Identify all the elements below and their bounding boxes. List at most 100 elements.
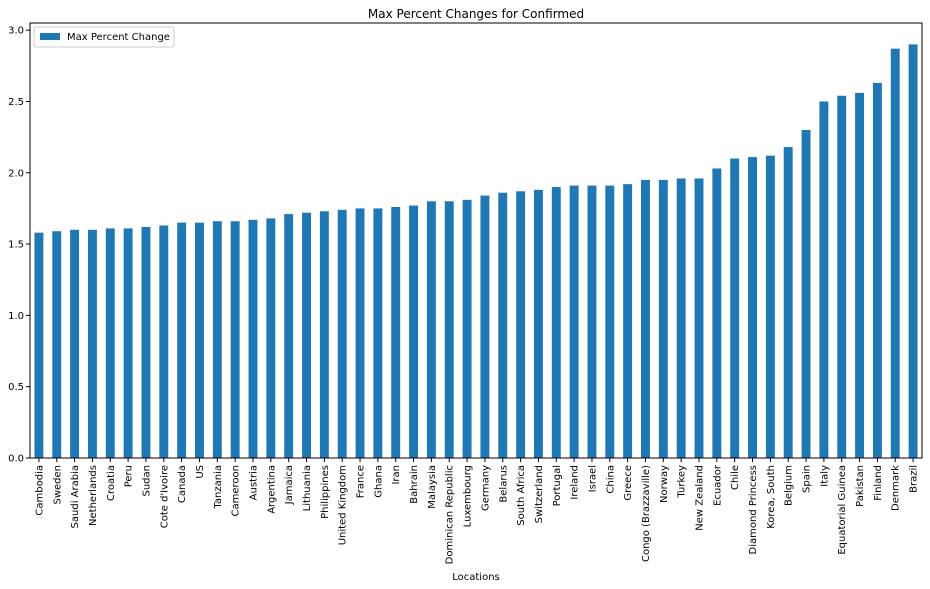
bar bbox=[141, 226, 151, 458]
bar bbox=[605, 185, 615, 458]
x-tick-label: US bbox=[195, 465, 206, 479]
x-tick-label: Luxembourg bbox=[463, 465, 474, 527]
bar bbox=[105, 228, 115, 458]
bar bbox=[801, 129, 811, 458]
bar bbox=[872, 82, 882, 459]
x-tick-label: New Zealand bbox=[695, 465, 706, 531]
bar bbox=[765, 155, 775, 458]
legend-box bbox=[33, 26, 175, 48]
y-tick-label: 3.0 bbox=[8, 26, 24, 37]
bar bbox=[641, 179, 650, 458]
bar bbox=[516, 191, 526, 459]
x-tick-label: Portugal bbox=[552, 465, 563, 506]
bar bbox=[284, 214, 294, 458]
y-tick-label: 2.0 bbox=[8, 168, 24, 179]
bar bbox=[266, 218, 276, 458]
x-tick-label: Sweden bbox=[52, 465, 63, 505]
legend-label: Max Percent Change bbox=[67, 32, 170, 43]
bar bbox=[391, 206, 401, 458]
bar bbox=[70, 229, 80, 458]
bars-layer bbox=[34, 44, 918, 459]
x-tick-label: Lithuania bbox=[302, 465, 313, 511]
chart-title: Max Percent Changes for Confirmed bbox=[368, 7, 584, 21]
bar bbox=[34, 232, 44, 458]
bar bbox=[533, 189, 543, 458]
legend: Max Percent Change bbox=[33, 26, 175, 48]
y-tick-label: 1.0 bbox=[8, 311, 24, 322]
bar bbox=[212, 221, 222, 458]
bar bbox=[87, 229, 97, 458]
bar bbox=[355, 208, 365, 458]
bar bbox=[712, 168, 722, 459]
x-tick-label: Ghana bbox=[373, 465, 384, 498]
x-tick-label: Pakistan bbox=[855, 465, 866, 507]
bar bbox=[498, 192, 508, 458]
x-axis: Cambodia Sweden Saudi Arabia Netherlands Cro… bbox=[34, 458, 920, 564]
x-tick-label: Sudan bbox=[141, 465, 152, 497]
bar bbox=[569, 185, 579, 458]
bar bbox=[426, 201, 436, 458]
x-tick-label: Norway bbox=[659, 465, 670, 503]
bar bbox=[748, 157, 757, 458]
x-tick-label: United Kingdom bbox=[338, 465, 349, 545]
bar bbox=[890, 48, 900, 459]
x-tick-label: Ireland bbox=[570, 465, 581, 500]
x-tick-label: Denmark bbox=[891, 465, 902, 511]
y-tick-label: 0.0 bbox=[8, 454, 24, 465]
x-tick-label: Cambodia bbox=[34, 465, 45, 516]
bar bbox=[373, 208, 383, 458]
bar bbox=[337, 209, 347, 458]
bar bbox=[444, 201, 454, 458]
x-tick-label: Austria bbox=[249, 465, 260, 500]
x-tick-label: Philippines bbox=[320, 465, 331, 519]
x-tick-label: Equatorial Guinea bbox=[837, 465, 848, 555]
x-axis-title: Locations bbox=[452, 572, 500, 583]
x-tick-label: Congo (Brazzaville) bbox=[641, 465, 652, 562]
x-tick-label: Tanzania bbox=[213, 465, 224, 510]
x-tick-label: Iran bbox=[391, 465, 402, 485]
bar bbox=[908, 44, 918, 458]
bar bbox=[319, 211, 329, 458]
x-tick-label: Chile bbox=[730, 465, 741, 490]
x-tick-label: France bbox=[356, 465, 367, 498]
x-tick-label: Cote d'Ivoire bbox=[159, 465, 170, 528]
plot-frame bbox=[29, 22, 923, 459]
x-tick-label: China bbox=[605, 465, 616, 494]
x-tick-label: Belgium bbox=[784, 465, 795, 506]
x-tick-label: Bahrain bbox=[409, 465, 420, 504]
bar bbox=[676, 178, 686, 458]
bar bbox=[248, 219, 258, 458]
bar bbox=[123, 228, 133, 458]
bar bbox=[623, 184, 633, 458]
x-tick-label: Germany bbox=[480, 465, 491, 511]
bar bbox=[694, 178, 704, 458]
bar bbox=[302, 212, 311, 458]
x-tick-label: Cameroon bbox=[231, 465, 242, 516]
x-tick-label: Ecuador bbox=[712, 464, 723, 506]
x-tick-label: Brazil bbox=[909, 465, 920, 493]
bar bbox=[819, 101, 829, 458]
x-tick-label: Belarus bbox=[498, 465, 509, 503]
y-tick-label: 2.5 bbox=[8, 97, 24, 108]
x-tick-label: Greece bbox=[623, 465, 634, 501]
bar bbox=[730, 158, 740, 459]
bar bbox=[783, 147, 793, 458]
x-tick-label: Switzerland bbox=[534, 465, 545, 523]
x-tick-label: Malaysia bbox=[427, 465, 438, 509]
x-tick-label: Croatia bbox=[106, 465, 117, 501]
x-tick-label: Saudi Arabia bbox=[70, 465, 81, 528]
bar bbox=[177, 222, 187, 458]
x-tick-label: Netherlands bbox=[88, 465, 99, 526]
bar bbox=[230, 221, 240, 458]
x-tick-label: Jamaica bbox=[284, 465, 295, 505]
legend-swatch bbox=[40, 33, 60, 40]
bar bbox=[587, 185, 597, 458]
bar bbox=[409, 205, 419, 458]
bar bbox=[837, 95, 847, 459]
y-tick-label: 0.5 bbox=[8, 382, 24, 393]
bar bbox=[52, 231, 62, 458]
x-tick-label: Dominican Republic bbox=[445, 465, 456, 564]
bar bbox=[462, 199, 472, 458]
